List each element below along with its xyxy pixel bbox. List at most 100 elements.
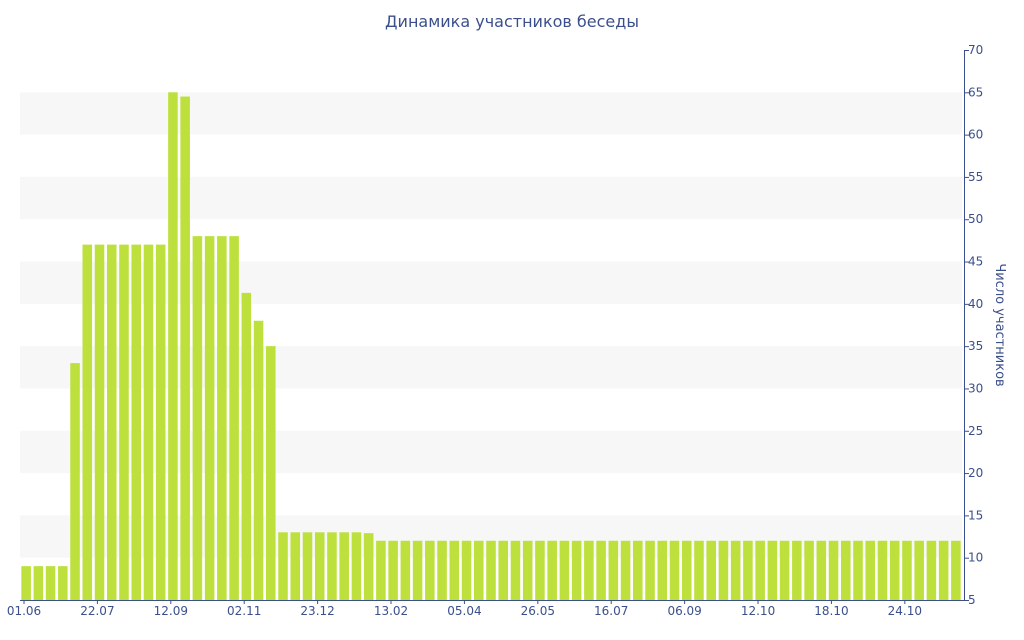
bar [217,236,227,600]
bar [535,540,545,600]
x-tick-label: 06.09 [667,604,701,618]
bar [779,540,790,600]
bar [951,540,961,600]
y-tick-label: 30 [968,381,983,395]
bar [302,532,313,600]
bar [363,533,374,600]
x-tick-label: 12.09 [154,604,188,618]
bar [266,346,276,600]
bar [327,532,337,600]
bar [58,566,68,600]
bar [437,540,447,600]
bar [229,236,239,600]
bar [938,540,949,600]
bar [474,540,484,600]
bar [45,566,56,600]
bar [449,540,460,600]
bar [241,292,252,600]
bar [889,540,900,600]
bar [486,540,496,600]
bar [596,540,606,600]
bar [253,320,264,600]
bar [106,244,117,600]
y-tick-label: 25 [968,424,983,438]
x-tick-label: 05.04 [447,604,481,618]
y-axis-label: Число участников [992,263,1007,386]
bar [902,540,912,600]
bar [290,532,301,600]
bar [559,540,570,600]
x-tick-label: 12.10 [741,604,775,618]
chart-title: Динамика участников беседы [385,12,639,31]
y-tick-label: 40 [968,297,983,311]
y-tick-label: 20 [968,466,983,480]
bar [853,540,863,600]
grid-band [20,92,962,135]
bar [376,540,386,600]
y-tick-label: 60 [968,128,983,142]
bar [351,532,362,600]
bar [841,540,851,600]
bar [571,540,582,600]
bar [180,96,190,600]
bar [865,540,876,600]
bar [792,540,802,600]
bar [816,540,827,600]
bar [82,244,93,600]
bar [522,540,533,600]
bar [767,540,778,600]
bar [425,540,435,600]
bar [168,92,178,600]
bar [608,540,619,600]
bar [584,540,594,600]
bar [131,244,141,600]
bar [192,236,203,600]
bar [498,540,508,600]
bar [828,540,839,600]
bar [804,540,814,600]
bar [669,540,680,600]
bar [510,540,521,600]
y-tick-label: 65 [968,85,983,99]
bar [657,540,668,600]
grid-band [20,176,962,220]
x-tick-label: 02.11 [227,604,261,618]
bar [94,244,105,600]
bar [412,540,423,600]
y-tick-label: 50 [968,212,983,226]
bar [681,540,692,600]
bar [70,363,80,600]
bar [718,540,729,600]
bar [547,540,557,600]
bar [877,540,888,600]
bar [314,532,325,600]
x-tick-label: 26.05 [521,604,555,618]
bar [155,244,166,600]
y-tick-label: 55 [968,170,983,184]
bar [33,566,44,600]
bar [339,532,349,600]
bar [755,540,765,600]
y-tick-label: 35 [968,339,983,353]
bar [926,540,937,600]
bar [400,540,411,600]
x-tick-label: 22.07 [80,604,114,618]
bar [645,540,655,600]
bar [278,532,288,600]
bar [204,236,215,600]
x-tick-label: 13.02 [374,604,408,618]
x-tick-label: 23.12 [300,604,334,618]
y-tick-label: 5 [968,593,976,607]
y-tick-label: 15 [968,508,983,522]
bar [633,540,643,600]
bar [730,540,741,600]
bar [461,540,472,600]
x-tick-label: 01.06 [7,604,41,618]
bar [743,540,753,600]
x-tick-label: 24.10 [888,604,922,618]
x-tick-label: 18.10 [814,604,848,618]
bar [620,540,631,600]
bar [143,244,154,600]
